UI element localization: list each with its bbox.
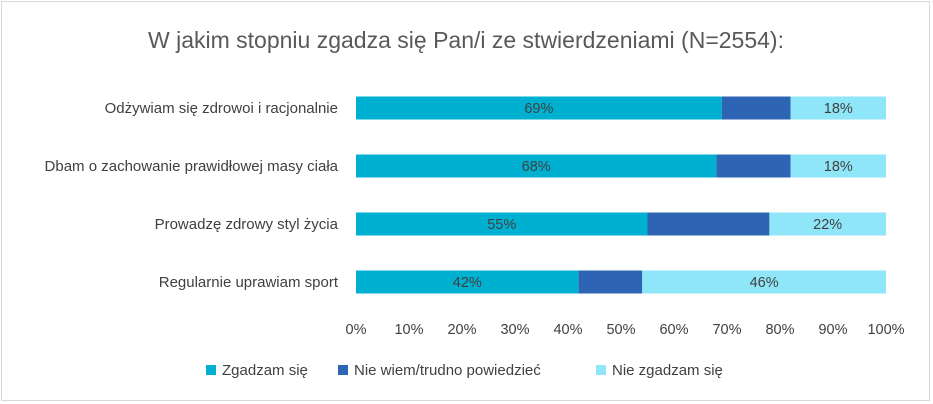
x-tick-label: 20% (447, 322, 476, 338)
data-label: 18% (824, 101, 853, 117)
bar-segment (356, 154, 717, 178)
bar-segment (356, 96, 722, 120)
data-label: 22% (813, 217, 842, 233)
x-tick-label: 70% (712, 322, 741, 338)
x-tick-label: 50% (606, 322, 635, 338)
bar-segment (578, 270, 643, 294)
x-tick-label: 90% (818, 322, 847, 338)
category-label: Regularnie uprawiam sport (159, 274, 339, 291)
legend-label: Nie zgadzam się (612, 362, 723, 379)
data-label: 18% (824, 159, 853, 175)
bar-segment (356, 270, 579, 294)
data-label: 42% (453, 275, 482, 291)
bars (356, 96, 886, 294)
legend-swatch (206, 365, 216, 375)
x-tick-label: 60% (659, 322, 688, 338)
bar-segment (356, 212, 648, 236)
legend: Zgadzam się Nie wiem/trudno powiedzieć Nie… (206, 362, 723, 379)
data-label: 69% (524, 101, 553, 117)
x-tick-label: 30% (500, 322, 529, 338)
data-labels: 69% 18% 68% 18% 55% 22% 42% 46% (453, 101, 853, 291)
category-labels: Odżywiam się zdrowoi i racjonalnie Dbam o… (45, 100, 339, 291)
data-label: 55% (487, 217, 516, 233)
x-tick-label: 10% (394, 322, 423, 338)
category-label: Dbam o zachowanie prawidłowej masy ciała (45, 158, 339, 175)
x-tick-label: 100% (867, 322, 904, 338)
legend-swatch (338, 365, 348, 375)
bar-segment (769, 212, 886, 236)
category-label: Odżywiam się zdrowoi i racjonalnie (105, 100, 338, 117)
x-tick-label: 40% (553, 322, 582, 338)
x-axis-ticks: 0% 10% 20% 30% 40% 50% 60% 70% 80% 90% 100% (346, 322, 905, 338)
x-tick-label: 80% (765, 322, 794, 338)
chart-title: W jakim stopniu zgadza się Pan/i ze stwi… (148, 27, 784, 53)
bar-segment (642, 270, 886, 294)
data-label: 68% (522, 159, 551, 175)
legend-swatch (596, 365, 606, 375)
legend-label: Nie wiem/trudno powiedzieć (354, 362, 541, 379)
data-label: 46% (750, 275, 779, 291)
bar-segment (716, 154, 791, 178)
bar-segment (647, 212, 770, 236)
category-label: Prowadzę zdrowy styl życia (155, 216, 339, 233)
x-tick-label: 0% (346, 322, 367, 338)
legend-label: Zgadzam się (222, 362, 308, 379)
bar-segment (790, 96, 886, 120)
bar-segment (790, 154, 886, 178)
bar-segment (721, 96, 791, 120)
